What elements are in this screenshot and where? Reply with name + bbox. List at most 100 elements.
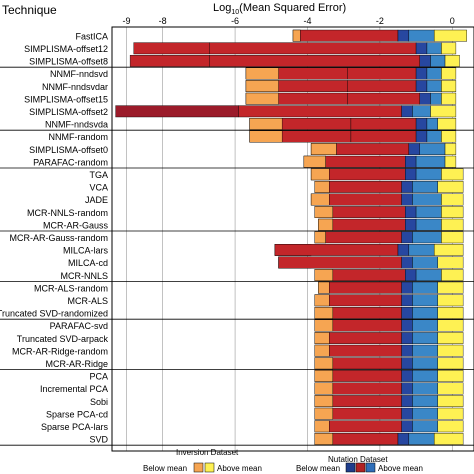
max-bar — [437, 180, 464, 193]
inversion-above-bar — [350, 117, 417, 130]
y-tick-label: Truncated SVD-randomized — [0, 309, 108, 319]
nutation-above-bar — [408, 29, 435, 42]
max-bar — [441, 168, 464, 181]
x-tick-label: -8 — [159, 16, 167, 26]
max-bar — [441, 67, 457, 80]
bars — [115, 29, 467, 445]
max-bar — [437, 256, 464, 269]
nutation-below-bar — [415, 80, 428, 93]
y-tick-label: Sobi — [90, 397, 108, 407]
legend-inversion-below-swatch — [193, 462, 204, 473]
legend: Inversion Dataset Nutation Dataset Below… — [143, 448, 423, 473]
nutation-below-bar — [397, 29, 410, 42]
inversion-range-bar — [249, 130, 283, 143]
inversion-above-bar — [332, 206, 406, 218]
inversion-below-bar — [115, 105, 239, 118]
nutation-above-bar — [430, 55, 446, 67]
max-bar — [433, 433, 464, 445]
legend-inversion-below-label: Below mean — [143, 464, 187, 473]
y-tick-label: Incremental PCA — [40, 384, 108, 394]
nutation-below-bar — [401, 105, 413, 118]
y-tick-label: PCA — [89, 372, 108, 382]
nutation-above-bar — [412, 420, 438, 433]
inversion-range-bar — [314, 433, 334, 445]
max-bar — [441, 231, 464, 244]
inversion-range-bar — [314, 269, 334, 281]
inversion-range-bar — [314, 407, 334, 420]
inversion-above-bar — [300, 29, 399, 42]
nutation-above-bar — [415, 218, 442, 231]
legend-nutation-title: Nutation Dataset — [328, 455, 388, 464]
nutation-above-bar — [426, 67, 442, 80]
nutation-above-bar — [412, 357, 438, 370]
inversion-range-bar — [314, 420, 330, 433]
inversion-range-bar — [310, 193, 330, 206]
y-tick-label: PARAFAC-random — [33, 157, 108, 167]
inversion-above-bar — [332, 407, 402, 420]
legend-nutation-below-label: Below mean — [296, 464, 340, 473]
y-tick-label: MCR-AR-Gauss — [43, 220, 109, 230]
inversion-above-bar — [329, 281, 402, 294]
inversion-above-bar — [209, 42, 417, 55]
max-bar — [441, 130, 457, 143]
y-tick-label: MCR-NNLS-random — [27, 208, 108, 218]
chart-title-text: Log10(Mean Squared Error) — [213, 2, 346, 16]
max-bar — [444, 155, 457, 168]
nutation-above-bar — [426, 80, 442, 93]
nutation-below-bar — [401, 231, 413, 244]
inversion-above-bar — [325, 155, 406, 168]
y-tick-label: Sparse PCA-cd — [46, 409, 108, 419]
legend-nutation-above-swatch-1 — [365, 462, 376, 473]
inversion-above-bar — [332, 370, 402, 382]
inversion-below-bar — [129, 55, 210, 67]
max-bar — [441, 42, 457, 55]
inversion-range-bar — [314, 382, 334, 395]
inversion-above-bar — [332, 433, 399, 445]
nutation-below-bar — [419, 55, 431, 67]
max-bar — [437, 117, 457, 130]
nutation-above-bar — [412, 307, 438, 319]
nutation-below-bar — [401, 357, 413, 370]
y-tick-label: SVD — [89, 435, 108, 445]
y-tick-label: NNMF-nndsvda — [45, 120, 108, 130]
inversion-range-bar — [318, 218, 334, 231]
inversion-above-bar — [347, 80, 417, 93]
inversion-above-bar — [332, 382, 402, 395]
nutation-above-bar — [412, 193, 442, 206]
nutation-below-bar — [419, 92, 431, 105]
inversion-above-bar — [329, 193, 402, 206]
x-axis-ticks: -9 -8 -6 -4 -2 0 — [122, 16, 454, 26]
nutation-below-bar — [401, 256, 413, 269]
x-tick-label: 0 — [450, 16, 455, 26]
max-bar — [441, 193, 464, 206]
chart-title-rest: (Mean Squared Error) — [239, 2, 346, 14]
max-bar — [433, 29, 467, 42]
max-bar — [437, 357, 464, 370]
nutation-above-bar — [412, 344, 438, 357]
nutation-below-bar — [401, 370, 413, 382]
nutation-below-bar — [415, 42, 428, 55]
max-bar — [441, 218, 464, 231]
nutation-below-bar — [405, 218, 417, 231]
inversion-range-bar — [310, 168, 330, 181]
nutation-above-bar — [412, 294, 438, 307]
legend-nutation-below-swatch-1 — [345, 462, 356, 473]
inversion-range-bar — [245, 67, 279, 80]
legend-inversion-above-swatch — [204, 462, 215, 473]
inversion-above-bar — [278, 256, 402, 269]
nutation-above-bar — [412, 319, 438, 332]
y-tick-label: SIMPLISMA-offset2 — [29, 107, 108, 117]
nutation-below-bar — [401, 407, 413, 420]
nutation-above-bar — [415, 206, 442, 218]
max-bar — [437, 344, 464, 357]
inversion-above-bar — [332, 307, 402, 319]
nutation-above-bar — [415, 168, 442, 181]
nutation-below-bar — [415, 117, 428, 130]
nutation-above-bar — [408, 243, 435, 256]
nutation-below-bar — [401, 294, 413, 307]
group-separators — [0, 66, 474, 446]
max-bar — [437, 420, 464, 433]
inversion-above-bar — [350, 130, 417, 143]
y-tick-label: NNMF-nndsvd — [50, 69, 108, 79]
